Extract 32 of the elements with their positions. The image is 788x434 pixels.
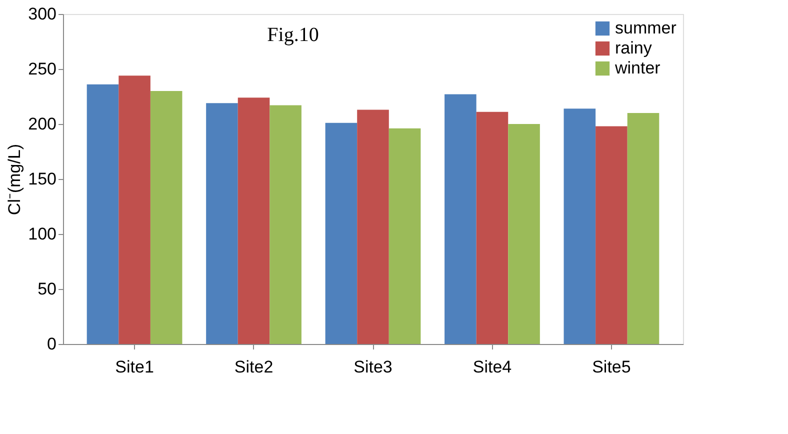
x-tick-label: Site3 [354, 358, 392, 376]
y-tick-label: 200 [28, 114, 56, 134]
legend-label: winter [614, 58, 661, 78]
bar [627, 113, 660, 344]
y-axis-title: Cl⁻(mg/L) [5, 144, 24, 216]
bar [206, 103, 238, 344]
bar [444, 94, 476, 344]
text: Fig.10 [267, 24, 319, 46]
bar [86, 84, 119, 344]
bar [357, 110, 389, 344]
bar [238, 98, 270, 344]
y-tick-label: 100 [28, 224, 56, 244]
bar [596, 126, 628, 344]
bar [150, 91, 182, 344]
bar [270, 105, 302, 344]
bar [564, 108, 596, 344]
x-tick-label: Site2 [234, 358, 274, 376]
legend-label: summer [615, 18, 677, 38]
y-tick-label: 300 [28, 4, 56, 24]
legend-label: rainy [615, 38, 652, 58]
y-tick-label: 150 [28, 170, 56, 188]
y-tick-label: 250 [28, 60, 56, 78]
y-tick-label: 50 [38, 280, 56, 298]
y-tick-label: 0 [47, 334, 56, 354]
x-tick-label: Site5 [592, 358, 631, 376]
bar [508, 124, 540, 344]
x-tick-label: Site1 [115, 358, 154, 376]
bar [476, 112, 508, 344]
bar [388, 128, 421, 344]
bar [118, 76, 150, 344]
bar [325, 122, 358, 344]
x-tick-label: Site4 [472, 358, 512, 376]
